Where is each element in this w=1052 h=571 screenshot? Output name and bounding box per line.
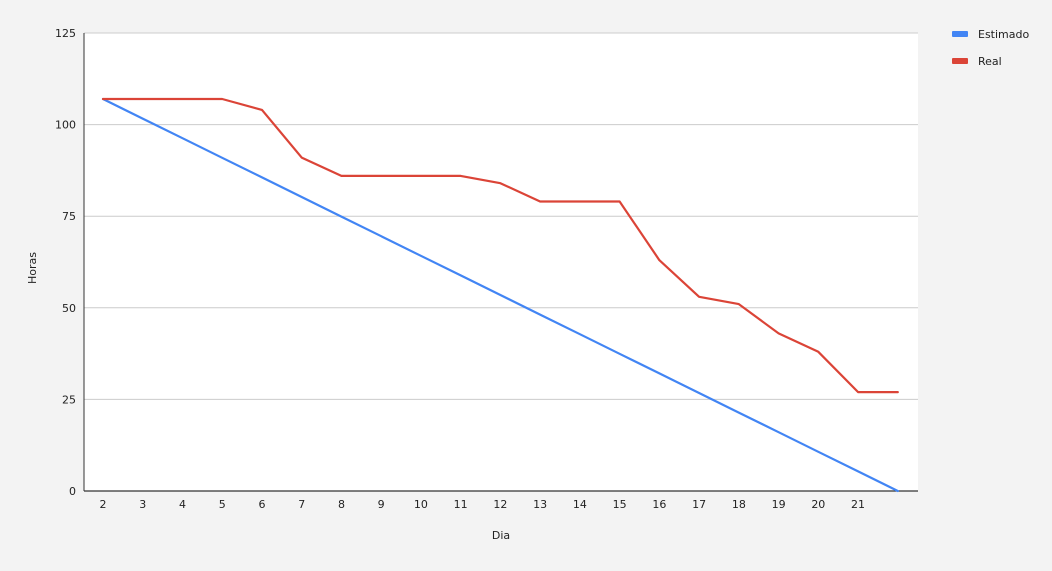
y-tick-label: 125	[55, 27, 76, 40]
axes	[83, 33, 918, 492]
x-tick-label: 7	[298, 498, 305, 511]
y-axis-title: Horas	[26, 252, 39, 284]
x-axis-title: Dia	[492, 529, 510, 542]
x-tick-label: 8	[338, 498, 345, 511]
gridlines	[84, 32, 918, 400]
x-tick-label: 20	[811, 498, 825, 511]
y-tick-labels: 0 25 50 75 100 125	[55, 27, 76, 498]
x-tick-label: 18	[732, 498, 746, 511]
plot-area	[84, 33, 918, 491]
y-tick-label: 0	[69, 485, 76, 498]
x-tick-label: 3	[139, 498, 146, 511]
x-tick-label: 21	[851, 498, 865, 511]
x-tick-label: 15	[613, 498, 627, 511]
legend-label-estimado: Estimado	[978, 28, 1029, 41]
series-line-estimado	[101, 97, 899, 493]
x-tick-label: 17	[692, 498, 706, 511]
x-tick-label: 10	[414, 498, 428, 511]
x-tick-label: 9	[378, 498, 385, 511]
y-tick-label: 50	[62, 302, 76, 315]
y-tick-label: 25	[62, 393, 76, 406]
x-tick-label: 4	[179, 498, 186, 511]
legend: Estimado Real	[952, 28, 1029, 68]
x-tick-label: 5	[219, 498, 226, 511]
x-tick-label: 16	[652, 498, 666, 511]
legend-label-real: Real	[978, 55, 1002, 68]
x-tick-label: 19	[772, 498, 786, 511]
legend-swatch-estimado	[952, 31, 968, 37]
x-tick-label: 13	[533, 498, 547, 511]
legend-swatch-real	[952, 58, 968, 64]
x-tick-label: 11	[454, 498, 468, 511]
y-tick-label: 100	[55, 119, 76, 132]
x-tick-label: 2	[100, 498, 107, 511]
series-lines	[101, 97, 899, 493]
x-tick-label: 14	[573, 498, 587, 511]
x-tick-labels: 2 3 4 5 6 7 8 9 10 11 12 13 14 15 16 17 18 19 20 21	[100, 498, 866, 511]
x-tick-label: 12	[493, 498, 507, 511]
series-line-real	[101, 97, 899, 394]
y-tick-label: 75	[62, 210, 76, 223]
x-tick-label: 6	[258, 498, 265, 511]
